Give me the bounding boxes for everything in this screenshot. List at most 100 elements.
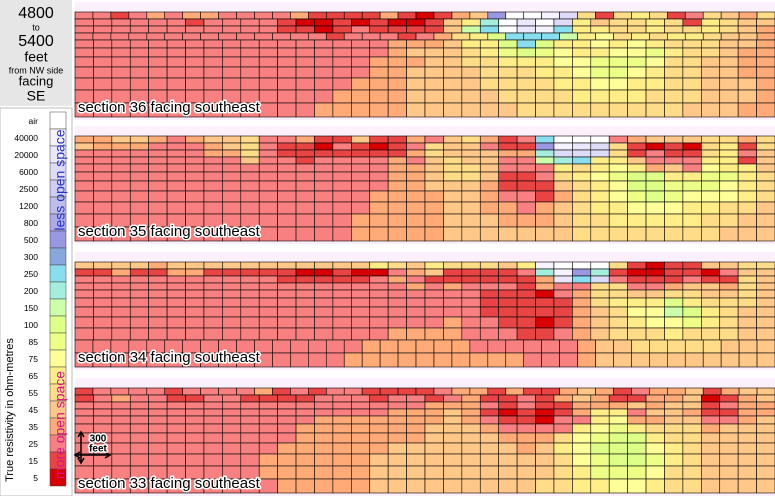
cell [553, 77, 573, 91]
cell [645, 102, 665, 118]
cell [553, 66, 573, 79]
cell [203, 423, 223, 434]
cell [479, 180, 499, 192]
cell [258, 102, 278, 118]
cell [461, 423, 481, 434]
cell [166, 261, 186, 270]
cell [406, 156, 426, 165]
cell [369, 423, 389, 434]
cell [559, 339, 578, 354]
cell [664, 89, 684, 104]
cell [166, 47, 186, 58]
cell [277, 453, 297, 467]
cell [258, 25, 278, 34]
cell [351, 142, 371, 151]
cell [682, 18, 702, 27]
cell [406, 77, 426, 91]
cell [590, 226, 610, 242]
cell [443, 478, 463, 494]
cell [461, 39, 481, 49]
cell [369, 156, 389, 165]
cell [535, 135, 555, 144]
cell [737, 156, 757, 165]
cell [535, 442, 555, 455]
cell [314, 163, 334, 173]
legend: air4000020000600025001200800500300250200… [14, 111, 67, 487]
cell [664, 77, 684, 91]
cell [701, 77, 721, 91]
cell [290, 352, 309, 368]
cell [148, 306, 168, 318]
cell [535, 66, 555, 79]
cell [406, 401, 426, 410]
cell [645, 201, 665, 215]
cell [74, 297, 94, 308]
cell [258, 394, 278, 403]
cell [295, 142, 315, 151]
cell [74, 268, 94, 277]
cell [479, 156, 499, 165]
cell [387, 432, 407, 444]
cell [498, 156, 518, 165]
cell [487, 387, 507, 396]
cell [369, 226, 389, 242]
cell [295, 282, 315, 291]
cell [203, 453, 223, 467]
cell [406, 163, 426, 173]
cell [129, 135, 149, 144]
cell [272, 352, 291, 368]
cell [756, 387, 775, 396]
cell [424, 25, 444, 34]
cell [627, 432, 647, 444]
cell [701, 423, 721, 434]
cell [443, 316, 463, 329]
cell [701, 25, 721, 34]
cell [351, 442, 371, 455]
cell [111, 201, 131, 215]
cell [479, 423, 499, 434]
cell [645, 275, 665, 284]
section: section 36 facing southeast [74, 2, 775, 120]
cell [701, 327, 721, 341]
cell [258, 478, 278, 494]
cell [516, 18, 536, 27]
cell [222, 142, 242, 151]
cell [308, 387, 327, 396]
cell [203, 66, 223, 79]
cell [627, 442, 647, 455]
cell [314, 415, 334, 425]
cell [277, 268, 297, 277]
cell [93, 156, 113, 165]
cell [590, 102, 610, 118]
cell [166, 297, 186, 308]
cell [664, 149, 684, 158]
cell [461, 432, 481, 444]
cell [111, 316, 131, 329]
section-label: section 35 facing southeast [78, 223, 261, 240]
cell [498, 190, 518, 203]
cell [756, 190, 775, 203]
cell [631, 32, 650, 41]
cell [332, 401, 352, 410]
cell [295, 18, 315, 27]
cell [387, 77, 407, 91]
cell [682, 306, 702, 318]
cell [185, 156, 205, 165]
cell [332, 442, 352, 455]
cell [369, 289, 389, 299]
cell [756, 478, 775, 494]
cell [387, 89, 407, 104]
cell [516, 135, 536, 144]
cell [295, 275, 315, 284]
cell [203, 77, 223, 91]
cell [461, 453, 481, 467]
cell [129, 453, 149, 467]
cell [166, 156, 186, 165]
cell [535, 56, 555, 68]
cell [498, 213, 518, 228]
cell [608, 56, 628, 68]
cell [129, 408, 149, 417]
cell [682, 47, 702, 58]
cell [756, 163, 775, 173]
